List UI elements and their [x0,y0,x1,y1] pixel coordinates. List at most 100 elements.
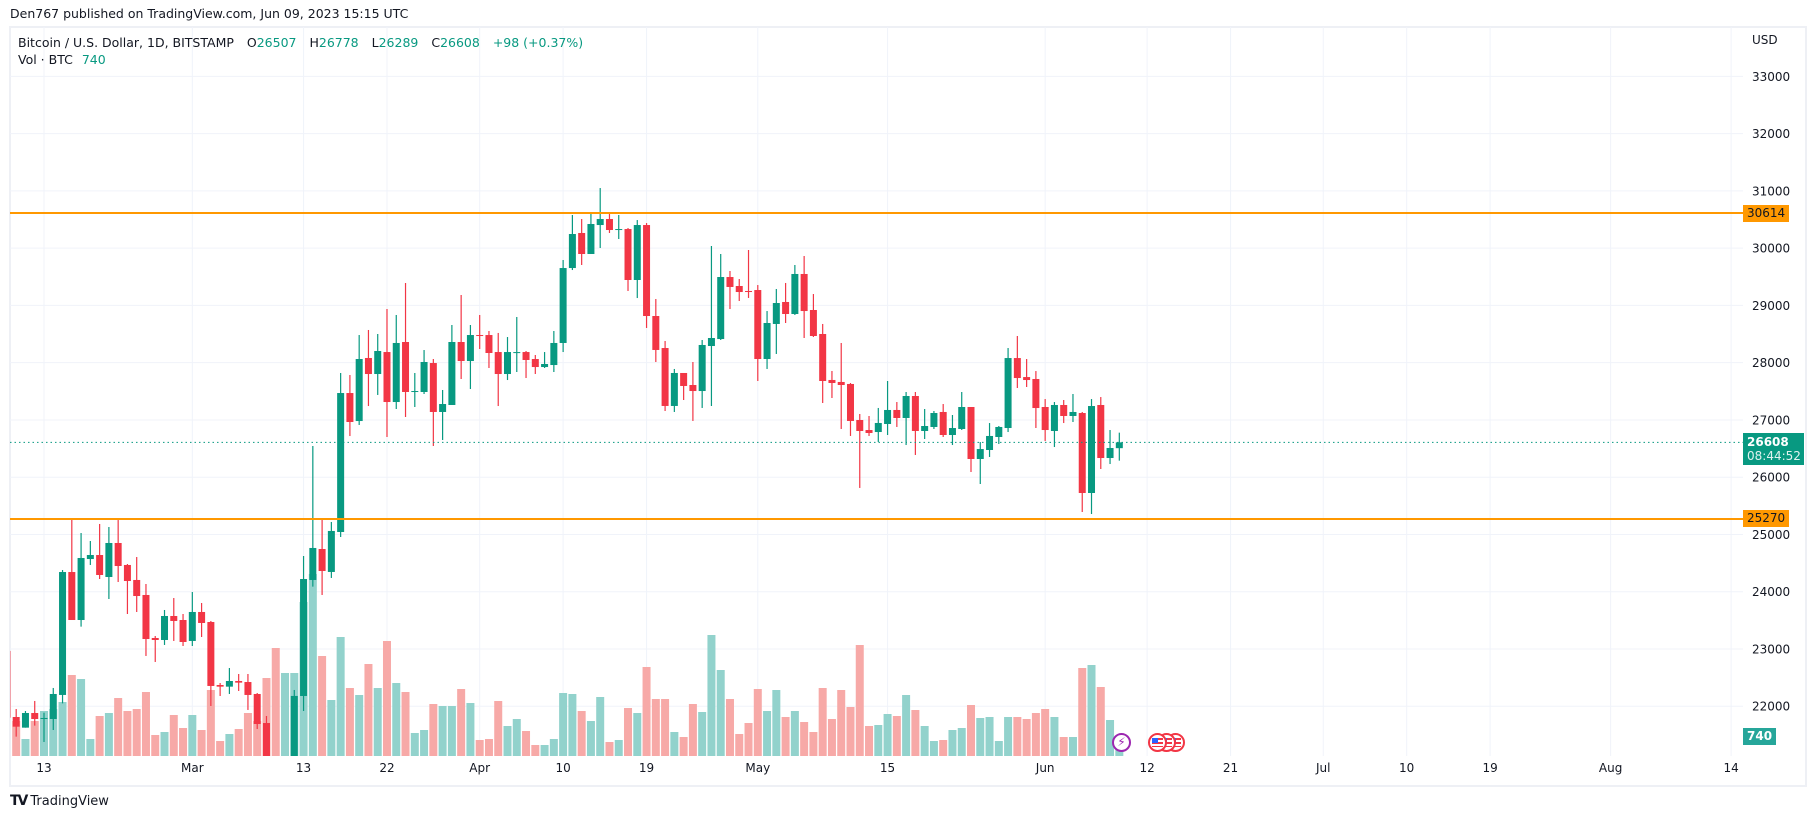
tradingview-logo[interactable]: TV TradingView [10,793,109,809]
legend-close-label: C [431,35,441,50]
volume-bar [141,692,150,756]
candle-body [105,542,113,578]
candle-body [624,229,632,280]
candle [466,325,474,390]
candle [10,650,11,718]
legend-volume-row: Vol · BTC 740 [18,51,583,68]
candle-body [439,404,447,412]
candle-body [235,680,243,683]
price-tick-label: 30000 [1752,242,1790,256]
candle [114,520,122,582]
candle-body [550,342,558,366]
volume-bar [772,690,781,756]
candle-body [225,680,233,687]
lightning-icon[interactable]: ⚡ [1112,733,1131,752]
currency-label[interactable]: USD [1752,33,1778,47]
legend-volume-label[interactable]: Vol · BTC [18,52,73,67]
candle [290,689,298,756]
volume-bar [132,709,141,756]
candle-body [587,223,595,254]
candle [986,423,994,457]
volume-bar [364,664,373,756]
candle [763,311,771,369]
candle-body [151,637,159,640]
volume-bar [1004,717,1013,756]
candle-body [429,363,437,412]
time-tick-label: Jul [1315,761,1330,775]
candle [96,523,104,580]
candle-body [448,342,456,405]
candle-body [930,413,938,427]
candle-body [772,303,780,324]
volume-bar [466,703,475,756]
candle [133,557,141,612]
volume-bar [12,721,21,756]
candle-body [531,359,539,368]
candle [485,331,493,369]
candle [420,350,428,394]
time-tick-label: 14 [1723,761,1738,775]
time-tick-label: 19 [1482,761,1497,775]
volume-bar [271,648,280,756]
candle-body [856,419,864,431]
volume-bar [1022,719,1031,756]
candle [948,415,956,446]
legend-symbol[interactable]: Bitcoin / U.S. Dollar, 1D, BITSTAMP [18,35,234,50]
candle [680,372,688,401]
candle [559,260,567,353]
candle [874,407,882,442]
volume-bar [188,715,197,756]
time-tick-label: 19 [639,761,654,775]
candle [884,381,892,435]
candle [364,329,372,407]
volume-bar [308,574,317,756]
candle [782,282,790,323]
legend-volume: 740 [81,52,106,67]
time-tick-label: 13 [296,761,311,775]
volume-bar [911,710,920,756]
candle-body [791,273,799,315]
volume-bar [967,705,975,756]
candle-body [828,379,836,384]
volume-bar [179,728,188,756]
candle-body [96,555,104,575]
candle-body [1069,411,1077,416]
volume-bar [67,675,76,756]
candle-body [643,225,651,317]
candle-body [318,549,326,571]
candle-body [300,579,308,696]
volume-bar [1068,737,1077,756]
candle-body [596,219,604,226]
candle [967,406,975,472]
volume-bar [586,721,595,756]
legend-open: 26507 [256,35,297,50]
us-flag-icon[interactable] [1148,733,1167,752]
candle-body [188,611,196,641]
volume-bar [633,713,642,756]
candle [105,527,113,599]
volume-bar [855,645,864,756]
candle-body [123,564,131,582]
candle [59,569,67,704]
volume-bar [559,693,568,756]
candle [819,323,827,403]
volume-bar [447,706,456,756]
candle-body [485,335,493,354]
candle [439,389,447,440]
candle [374,333,382,395]
candle [856,413,864,488]
candle [86,540,94,565]
candle-body [986,435,994,450]
price-tick-label: 22000 [1752,700,1790,714]
candle-body [578,232,586,254]
volume-bar [206,690,215,756]
legend-ohlc-row: Bitcoin / U.S. Dollar, 1D, BITSTAMP O265… [18,34,583,51]
candle-body [355,359,363,422]
candle [198,602,206,638]
volume-bar [985,717,994,756]
volume-bar [642,667,651,756]
candle [225,667,233,694]
volume-bar [976,718,985,756]
volume-bar [1096,687,1105,756]
